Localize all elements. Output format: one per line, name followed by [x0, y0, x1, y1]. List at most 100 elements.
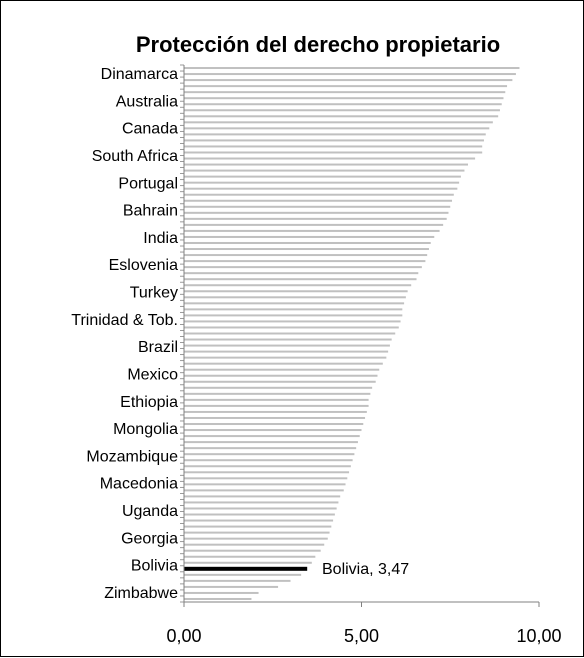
bar	[184, 199, 453, 202]
bar	[184, 453, 355, 456]
y-category-label: Uganda	[122, 503, 178, 520]
bar	[184, 579, 291, 582]
y-category-label: India	[143, 230, 178, 247]
bar	[184, 332, 396, 335]
bar	[184, 429, 362, 432]
bar	[184, 374, 378, 377]
bar	[184, 471, 350, 474]
y-category-label: Zimbabwe	[104, 585, 178, 602]
chart-title: Protección del derecho propietario	[136, 32, 500, 57]
bar	[184, 573, 302, 576]
y-category-label: Australia	[116, 93, 178, 110]
bar	[184, 519, 334, 522]
bar	[184, 320, 401, 323]
bar	[184, 91, 506, 94]
bar	[184, 423, 364, 426]
bar	[184, 380, 376, 383]
bar	[184, 483, 346, 486]
x-tick-label: 10,00	[516, 626, 561, 646]
y-category-label: Eslovenia	[109, 257, 178, 274]
bar	[184, 404, 369, 407]
bar	[184, 356, 387, 359]
bars-group	[184, 67, 520, 600]
bar	[184, 145, 483, 148]
bar	[184, 537, 328, 540]
bar	[184, 435, 360, 438]
bar	[184, 163, 468, 166]
y-category-label: Ethiopia	[120, 394, 178, 411]
y-category-label: Turkey	[130, 285, 178, 302]
bar	[184, 205, 451, 208]
bar	[184, 465, 351, 468]
bar	[184, 525, 332, 528]
bar	[184, 241, 431, 244]
y-category-label: Bahrain	[123, 203, 178, 220]
bar	[184, 97, 504, 100]
bar	[184, 368, 380, 371]
bar	[184, 585, 279, 588]
bar	[184, 248, 429, 251]
bar	[184, 561, 312, 564]
bar	[184, 459, 353, 462]
y-category-label: Canada	[122, 121, 178, 138]
bar	[184, 266, 422, 269]
bar	[184, 223, 444, 226]
bar	[184, 211, 449, 214]
labels-group: 0,00 5,00 10,00 Dinamarca Australia Canada Sou…	[71, 66, 561, 646]
bar	[184, 290, 408, 293]
bar	[184, 73, 516, 76]
bar	[184, 187, 458, 190]
bar	[184, 362, 383, 365]
bar	[184, 181, 460, 184]
y-category-label: Macedonia	[100, 476, 178, 493]
bar	[184, 169, 465, 172]
bar	[184, 109, 500, 112]
bar	[184, 597, 252, 600]
bar	[184, 507, 337, 510]
y-category-label: Brazil	[138, 339, 178, 356]
axes-group	[180, 64, 540, 607]
bar	[184, 441, 358, 444]
y-category-label: Mongolia	[113, 421, 178, 438]
x-tick-label: 0,00	[166, 626, 201, 646]
data-label-bolivia: Bolivia, 3,47	[322, 561, 409, 578]
bar	[184, 278, 417, 281]
bar	[184, 67, 520, 70]
bar	[184, 513, 335, 516]
bar	[184, 308, 403, 311]
bar	[184, 302, 405, 305]
bar	[184, 338, 392, 341]
bar	[184, 386, 373, 389]
bar	[184, 133, 486, 136]
bar	[184, 296, 406, 299]
bar	[184, 398, 369, 401]
bar	[184, 284, 412, 287]
bar	[184, 103, 502, 106]
y-category-label: Bolivia	[131, 558, 178, 575]
bar	[184, 344, 390, 347]
bar-highlight	[184, 566, 308, 571]
y-category-label: South Africa	[92, 148, 178, 165]
bar	[184, 272, 419, 275]
y-category-label: Georgia	[121, 530, 178, 547]
bar	[184, 489, 344, 492]
bar	[184, 151, 483, 154]
bar	[184, 410, 367, 413]
bar	[184, 260, 426, 263]
bar	[184, 501, 339, 504]
bar	[184, 591, 259, 594]
bar	[184, 254, 428, 257]
bar	[184, 314, 403, 317]
bar	[184, 447, 357, 450]
bar	[184, 495, 341, 498]
bar	[184, 477, 348, 480]
bar	[184, 392, 371, 395]
bar	[184, 157, 476, 160]
bar	[184, 555, 316, 558]
bar	[184, 85, 508, 88]
y-category-label: Trinidad & Tob.	[71, 312, 178, 329]
bar	[184, 549, 321, 552]
bar	[184, 115, 499, 118]
